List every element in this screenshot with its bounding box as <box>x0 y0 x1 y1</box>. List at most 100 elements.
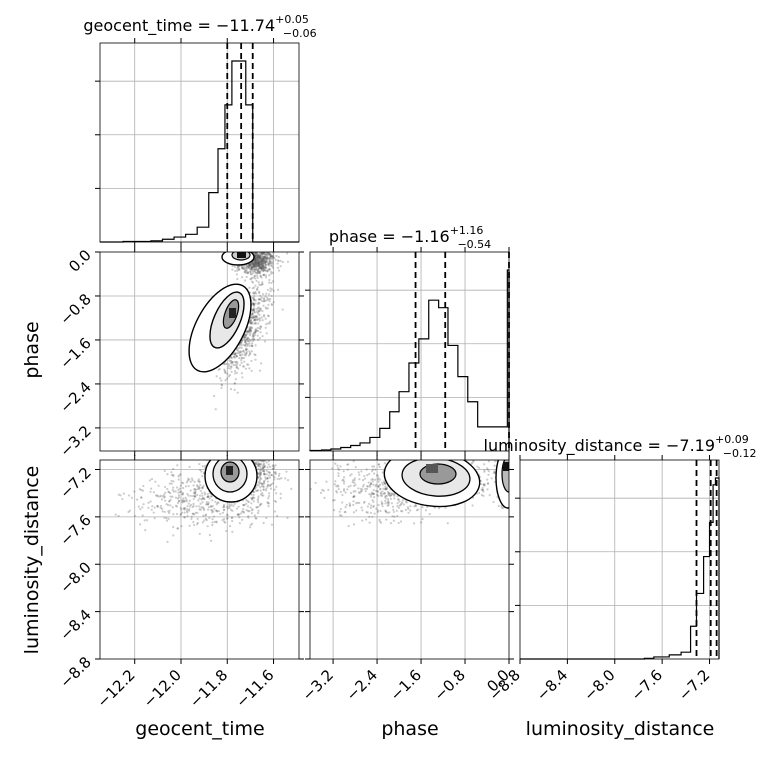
sample-point <box>251 262 254 266</box>
grid-2-2 <box>520 460 719 659</box>
sample-point <box>261 494 264 497</box>
sample-point <box>267 263 270 266</box>
sample-point <box>260 266 263 270</box>
sample-point <box>262 264 265 268</box>
sample-point <box>266 257 269 260</box>
sample-point <box>277 259 280 263</box>
sample-point <box>208 516 211 519</box>
sample-point <box>269 487 273 490</box>
sample-point <box>409 505 412 508</box>
sample-point <box>246 330 250 334</box>
sample-point <box>262 266 265 269</box>
sample-point <box>271 271 274 275</box>
sample-point <box>273 510 277 513</box>
sample-point <box>253 311 256 314</box>
sample-point <box>375 507 378 510</box>
sample-point <box>337 472 340 475</box>
sample-point <box>256 274 259 277</box>
sample-point <box>210 505 213 508</box>
sample-point <box>215 375 218 378</box>
sample-point <box>137 505 140 508</box>
sample-point <box>342 480 346 483</box>
sample-point <box>481 489 484 492</box>
sample-point <box>247 340 250 343</box>
sample-point <box>258 265 261 268</box>
sample-point <box>256 263 259 267</box>
sample-point <box>267 253 271 256</box>
sample-point <box>337 474 340 478</box>
sample-point <box>269 253 272 256</box>
sample-point <box>246 348 249 351</box>
sample-point <box>267 293 271 296</box>
sample-point <box>270 288 273 291</box>
sample-point <box>333 483 336 486</box>
sample-point <box>254 265 257 268</box>
sample-point <box>253 318 256 321</box>
sample-point <box>248 509 251 513</box>
sample-point <box>117 493 121 496</box>
sample-point <box>258 369 262 372</box>
sample-point <box>234 352 237 356</box>
sample-point <box>381 505 384 508</box>
sample-point <box>384 510 387 513</box>
sample-point <box>252 500 255 503</box>
sample-point <box>254 252 257 254</box>
scatter-phase-distance <box>310 448 511 528</box>
sample-point <box>260 260 263 263</box>
sample-point <box>237 347 240 350</box>
sample-point <box>259 504 262 507</box>
sample-point <box>236 391 239 394</box>
sample-point <box>394 448 396 450</box>
sample-point <box>268 274 271 277</box>
sample-point <box>374 478 377 481</box>
sample-point <box>267 314 270 317</box>
sample-point <box>258 309 261 312</box>
sample-point <box>253 318 256 321</box>
sample-point <box>422 455 424 457</box>
sample-point <box>258 267 261 270</box>
sample-point <box>202 497 205 501</box>
sample-point <box>252 261 255 264</box>
sample-point <box>509 467 511 469</box>
sample-point <box>258 473 261 477</box>
sample-point <box>483 483 486 486</box>
sample-point <box>249 320 252 323</box>
sample-point <box>261 255 264 258</box>
sample-point <box>183 508 186 511</box>
sample-point <box>486 482 490 485</box>
sample-point <box>483 463 486 466</box>
sample-point <box>472 460 475 463</box>
sample-point <box>262 462 265 465</box>
sample-point <box>257 497 260 500</box>
sample-point <box>230 360 233 363</box>
sample-point <box>231 361 234 364</box>
sample-point <box>325 480 328 483</box>
sample-point <box>203 508 206 512</box>
sample-point <box>253 314 256 318</box>
sample-point <box>139 508 142 511</box>
sample-point <box>252 338 256 341</box>
sample-point <box>267 470 270 474</box>
sample-point <box>258 271 261 275</box>
sample-point <box>251 498 254 501</box>
panel-frame-1-1 <box>309 251 510 452</box>
sample-point <box>242 349 245 352</box>
sample-point <box>206 503 209 506</box>
sample-point <box>254 319 257 322</box>
sample-point <box>251 270 254 273</box>
sample-point <box>259 283 262 287</box>
sample-point <box>246 505 250 508</box>
sample-point <box>371 465 374 468</box>
sample-point <box>235 273 238 276</box>
sample-point <box>269 483 272 487</box>
sample-point <box>141 489 144 492</box>
sample-point <box>476 465 479 468</box>
sample-point <box>259 254 262 257</box>
sample-point <box>223 520 226 523</box>
sample-point <box>270 254 273 258</box>
sample-point <box>245 342 248 346</box>
sample-point <box>222 503 226 506</box>
sample-point <box>192 504 195 507</box>
sample-point <box>257 467 260 471</box>
sample-point <box>252 308 256 311</box>
